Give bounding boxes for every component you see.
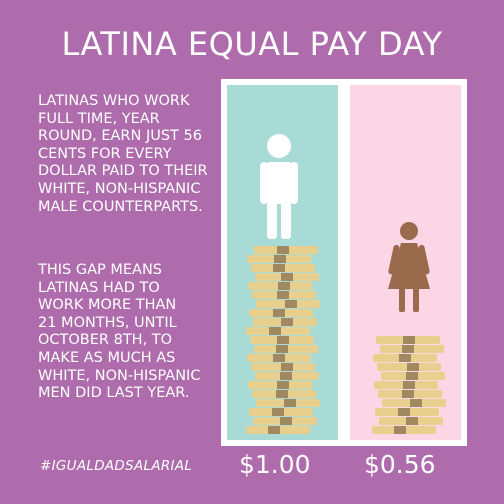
paragraph-line: WHITE, NON-HISPANIC xyxy=(38,180,201,197)
paragraph-line: THIS GAP MEANS xyxy=(38,262,163,278)
money-band xyxy=(273,309,285,317)
amount-male: $1.00 xyxy=(239,450,311,479)
money-band xyxy=(399,354,411,362)
money-band xyxy=(277,291,289,299)
money-band xyxy=(281,363,293,371)
money-band xyxy=(269,327,281,335)
paragraph-gap: THIS GAP MEANS LATINAS HAD TO WORK MORE … xyxy=(38,262,223,403)
money-band xyxy=(402,390,414,398)
paragraph-line: MEN DID LAST YEAR. xyxy=(38,385,190,402)
woman-icon xyxy=(388,222,430,312)
paragraph-line: LATINAS WHO WORK xyxy=(38,93,190,109)
paragraph-line: WORK MORE THAN xyxy=(38,297,177,314)
money-band xyxy=(403,381,415,389)
money-band xyxy=(280,417,292,425)
money-band xyxy=(277,381,289,389)
money-band xyxy=(281,318,293,326)
money-band xyxy=(277,336,289,344)
money-stack xyxy=(372,336,446,434)
paragraph-line: OCTOBER 8TH, TO xyxy=(38,332,173,349)
money-stack xyxy=(246,246,320,434)
paragraph-line: MAKE AS MUCH AS xyxy=(38,349,176,366)
money-band xyxy=(273,354,285,362)
hashtag: #IGUALDADSALARIAL xyxy=(40,458,193,474)
money-band xyxy=(398,408,410,416)
money-band xyxy=(272,408,284,416)
money-band xyxy=(285,300,297,308)
paragraph-line: 21 MONTHS, UNTIL xyxy=(38,314,177,331)
money-band xyxy=(277,246,289,254)
panel-female xyxy=(344,79,467,446)
money-band xyxy=(281,273,293,281)
money-band xyxy=(410,399,422,407)
money-band xyxy=(403,336,415,344)
amount-female: $0.56 xyxy=(364,450,436,479)
panel-male xyxy=(221,79,344,446)
money-band xyxy=(274,255,286,263)
page-title: LATINA EQUAL PAY DAY xyxy=(61,25,443,63)
money-band xyxy=(273,264,285,272)
money-band xyxy=(276,345,288,353)
money-band xyxy=(284,399,296,407)
money-band xyxy=(407,363,419,371)
money-band xyxy=(278,282,290,290)
paragraph-line: DOLLAR PAID TO THEIR xyxy=(38,163,208,180)
paragraph-line: LATINAS HAD TO xyxy=(38,279,160,296)
man-icon xyxy=(260,134,298,239)
money-band xyxy=(394,426,406,434)
paragraph-earnings: LATINAS WHO WORK FULL TIME, YEAR ROUND, … xyxy=(38,93,223,216)
paragraph-line: WHITE, NON-HISPANIC xyxy=(38,367,201,384)
paragraph-line: FULL TIME, YEAR xyxy=(38,110,160,127)
money-band xyxy=(280,372,292,380)
paragraph-line: ROUND, EARN JUST 56 xyxy=(38,128,202,145)
money-band xyxy=(406,372,418,380)
money-band xyxy=(406,417,418,425)
money-band xyxy=(276,390,288,398)
paragraph-line: CENTS FOR EVERY xyxy=(38,145,172,162)
paragraph-line: MALE COUNTERPARTS. xyxy=(38,198,203,215)
money-band xyxy=(402,345,414,353)
money-band xyxy=(268,426,280,434)
